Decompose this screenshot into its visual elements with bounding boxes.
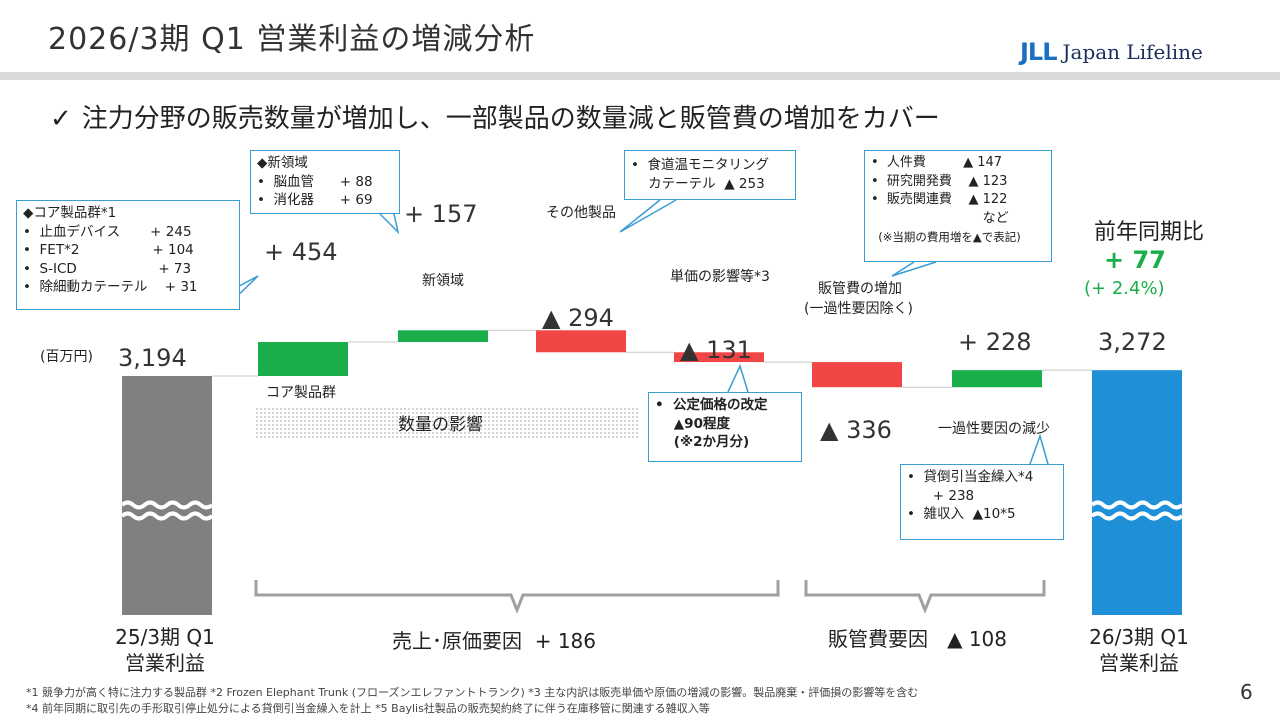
callout-pointer (1029, 433, 1049, 465)
callout-new-title: ◆新領域 (257, 155, 308, 171)
callout-onetime-row: + 238 (907, 487, 975, 504)
callout-sga-row: など (871, 210, 1009, 226)
callout-core-row: • 除細動カテーテル + 31 (23, 279, 198, 295)
group-bracket (254, 580, 780, 615)
bottom-label-end-line2: 営業利益 (1099, 651, 1179, 675)
bar-increase (398, 330, 488, 343)
bar-total (1092, 370, 1182, 615)
value-label-sga: ▲ 336 (820, 416, 892, 444)
bar-decrease (536, 330, 626, 353)
callout-new-row: • 消化器 + 69 (257, 192, 373, 208)
yoy-value: + 77 (1104, 246, 1166, 274)
callout-pointer (891, 261, 937, 277)
callout-sga-row: • 研究開発費 ▲ 123 (871, 173, 1008, 189)
axis-break-wave (1090, 511, 1184, 521)
axis-break-wave (120, 500, 214, 510)
bottom-label-sales-cost-value: + 186 (534, 629, 597, 653)
category-label-onetime: 一過性要因の減少 (938, 421, 1050, 437)
callout-sga-row: • 販売関連費 ▲ 122 (871, 192, 1008, 207)
value-label-other: ▲ 294 (542, 304, 614, 332)
callout-onetime-row: • 雑収入 ▲10*5 (907, 506, 1016, 522)
callout-core-products: ◆コア製品群*1 • 止血デバイス + 245 • FET*2 + 104 • … (16, 200, 240, 310)
callout-other-row: カテーテル ▲ 253 (631, 175, 765, 192)
callout-price-row: (※2か月分) (655, 434, 750, 450)
page-number: 6 (1240, 680, 1253, 704)
callout-pointer (379, 213, 400, 235)
bottom-label-start-line1: 25/3期 Q1 (115, 625, 215, 649)
bottom-label-start: 25/3期 Q1 営業利益 (90, 624, 240, 676)
footnote-line-2: *4 前年同期に取引先の手形取引停止処分による貸倒引当金繰入を計上 *5 Bay… (26, 702, 710, 715)
bottom-label-end: 26/3期 Q1 営業利益 (1064, 624, 1214, 676)
bottom-label-sales-cost-name: 売上･原価要因 (392, 629, 522, 653)
callout-core-row: • 止血デバイス + 245 (23, 223, 192, 240)
slide-title: 2026/3期 Q1 営業利益の増減分析 (48, 22, 536, 57)
logo-text: Japan Lifeline (1062, 40, 1203, 64)
callout-sga-row: • 人件費 ▲ 147 (871, 155, 1003, 170)
callout-pointer (727, 363, 749, 393)
bottom-label-sga: 販管費要因 ▲ 108 (828, 626, 1007, 652)
headline: ✓ 注力分野の販売数量が増加し、一部製品の数量減と販管費の増加をカバー (50, 98, 940, 135)
bar-decrease (812, 362, 902, 388)
category-label-sga-1: 販管費の増加 (818, 281, 902, 297)
category-label-sga-2: (一過性要因除く) (804, 301, 913, 317)
volume-effect-band (256, 406, 640, 438)
bottom-label-sga-name: 販管費要因 (828, 627, 928, 651)
company-logo: JLL Japan Lifeline (1020, 36, 1203, 68)
value-label-new: + 157 (404, 200, 478, 228)
value-label-start: 3,194 (118, 344, 187, 372)
unit-label: (百万円) (40, 349, 93, 365)
callout-core-row: • S-ICD + 73 (23, 260, 192, 277)
bottom-label-end-line1: 26/3期 Q1 (1089, 625, 1189, 649)
callout-core-title: ◆コア製品群*1 (23, 205, 117, 221)
volume-effect-label: 数量の影響 (398, 415, 483, 435)
callout-new-domain: ◆新領域 • 脳血管 + 88 • 消化器 + 69 (250, 150, 400, 214)
callout-onetime: • 貸倒引当金繰入*4 + 238 • 雑収入 ▲10*5 (900, 464, 1064, 540)
bar-increase (952, 370, 1042, 388)
value-label-end: 3,272 (1098, 328, 1167, 356)
axis-break-wave (120, 511, 214, 521)
logo-mark: JLL (1020, 38, 1058, 66)
bottom-label-sga-value: ▲ 108 (947, 627, 1007, 651)
callout-pointer (619, 199, 677, 233)
callout-sga-note: (※当期の費用増を▲で表記) (871, 230, 1021, 244)
callout-price-row: • 公定価格の改定 (655, 397, 768, 413)
group-bracket (804, 580, 1046, 615)
bar-increase (258, 342, 348, 376)
bar-total (122, 376, 212, 615)
callout-other-products: • 食道温モニタリング カテーテル ▲ 253 (624, 150, 796, 200)
category-label-new: 新領域 (422, 273, 464, 289)
footnote-line-1: *1 競争力が高く特に注力する製品群 *2 Frozen Elephant Tr… (26, 686, 919, 699)
category-label-other: その他製品 (546, 205, 616, 221)
bar-decrease (674, 352, 764, 363)
callout-price-row: ▲90程度 (655, 415, 730, 432)
title-divider (0, 72, 1280, 80)
bottom-label-sales-cost: 売上･原価要因 + 186 (392, 628, 596, 654)
bottom-label-start-line2: 営業利益 (125, 651, 205, 675)
headline-text: 注力分野の販売数量が増加し、一部製品の数量減と販管費の増加をカバー (81, 104, 940, 134)
callout-new-row: • 脳血管 + 88 (257, 173, 373, 190)
value-label-core: + 454 (264, 238, 338, 266)
yoy-title: 前年同期比 (1094, 220, 1205, 245)
callout-core-row: • FET*2 + 104 (23, 242, 194, 258)
axis-break-wave (1090, 500, 1184, 510)
value-label-onetime: + 228 (958, 328, 1032, 356)
category-label-core: コア製品群 (266, 385, 336, 401)
yoy-percent: (+ 2.4%) (1084, 278, 1165, 299)
callout-onetime-row: • 貸倒引当金繰入*4 (907, 469, 1034, 485)
callout-price: • 公定価格の改定 ▲90程度 (※2か月分) (648, 392, 802, 462)
category-label-price: 単価の影響等*3 (670, 269, 770, 285)
callout-sga: • 人件費 ▲ 147 • 研究開発費 ▲ 123 • 販売関連費 ▲ 122 … (864, 150, 1052, 262)
callout-other-row: • 食道温モニタリング (631, 157, 770, 173)
check-icon: ✓ (50, 104, 72, 134)
value-label-price: ▲ 131 (680, 336, 752, 364)
